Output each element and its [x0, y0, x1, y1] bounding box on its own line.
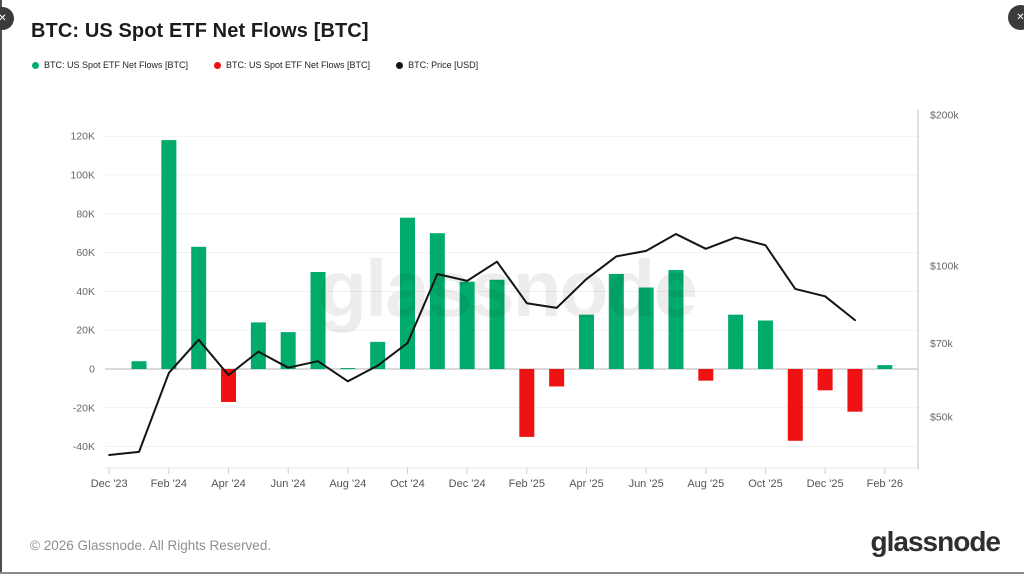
svg-text:$50k: $50k	[930, 411, 954, 423]
svg-text:Apr '25: Apr '25	[569, 478, 604, 490]
svg-text:Feb '24: Feb '24	[151, 478, 187, 490]
svg-text:Oct '25: Oct '25	[748, 478, 783, 490]
chart-legend: BTC: US Spot ETF Net Flows [BTC] BTC: US…	[32, 60, 478, 70]
svg-text:$100k: $100k	[930, 261, 959, 273]
green-dot-icon	[32, 61, 39, 69]
legend-label: BTC: US Spot ETF Net Flows [BTC]	[44, 60, 189, 70]
svg-text:-40K: -40K	[73, 441, 95, 453]
bottom-edge-border	[0, 572, 1024, 574]
legend-label: BTC: US Spot ETF Net Flows [BTC]	[226, 60, 371, 70]
copyright-text: © 2026 Glassnode. All Rights Reserved.	[30, 538, 272, 553]
svg-text:Dec '23: Dec '23	[91, 478, 128, 490]
svg-text:Jun '25: Jun '25	[629, 478, 664, 490]
svg-text:-20K: -20K	[73, 402, 95, 414]
svg-text:80K: 80K	[76, 208, 95, 220]
svg-text:Feb '26: Feb '26	[867, 478, 903, 490]
legend-item-netflows-positive[interactable]: BTC: US Spot ETF Net Flows [BTC]	[32, 60, 188, 70]
svg-text:Jun '24: Jun '24	[271, 478, 306, 490]
legend-item-netflows-negative[interactable]: BTC: US Spot ETF Net Flows [BTC]	[214, 60, 370, 70]
svg-text:$70k: $70k	[930, 338, 954, 350]
svg-text:20K: 20K	[76, 325, 95, 337]
svg-text:$200k: $200k	[930, 110, 959, 122]
svg-text:0: 0	[89, 364, 95, 376]
left-edge-border	[0, 0, 2, 574]
svg-text:Aug '25: Aug '25	[687, 478, 724, 490]
svg-text:Aug '24: Aug '24	[329, 478, 366, 490]
svg-text:40K: 40K	[76, 286, 95, 298]
glassnode-logo: glassnode	[870, 526, 1001, 557]
svg-text:60K: 60K	[76, 247, 95, 259]
legend-item-price[interactable]: BTC: Price [USD]	[396, 60, 478, 70]
black-dot-icon	[396, 61, 404, 69]
close-icon[interactable]: ✕	[1008, 5, 1024, 30]
svg-text:100K: 100K	[70, 170, 95, 182]
svg-text:Dec '25: Dec '25	[807, 478, 844, 490]
red-dot-icon	[214, 61, 222, 69]
svg-text:Feb '25: Feb '25	[509, 478, 545, 490]
svg-text:Apr '24: Apr '24	[211, 478, 246, 490]
page-title: BTC: US Spot ETF Net Flows [BTC]	[31, 20, 369, 42]
svg-text:Dec '24: Dec '24	[449, 478, 486, 490]
svg-text:Oct '24: Oct '24	[390, 478, 425, 490]
legend-label: BTC: Price [USD]	[408, 60, 479, 70]
close-icon[interactable]: ✕	[0, 7, 14, 30]
svg-text:120K: 120K	[70, 131, 95, 143]
